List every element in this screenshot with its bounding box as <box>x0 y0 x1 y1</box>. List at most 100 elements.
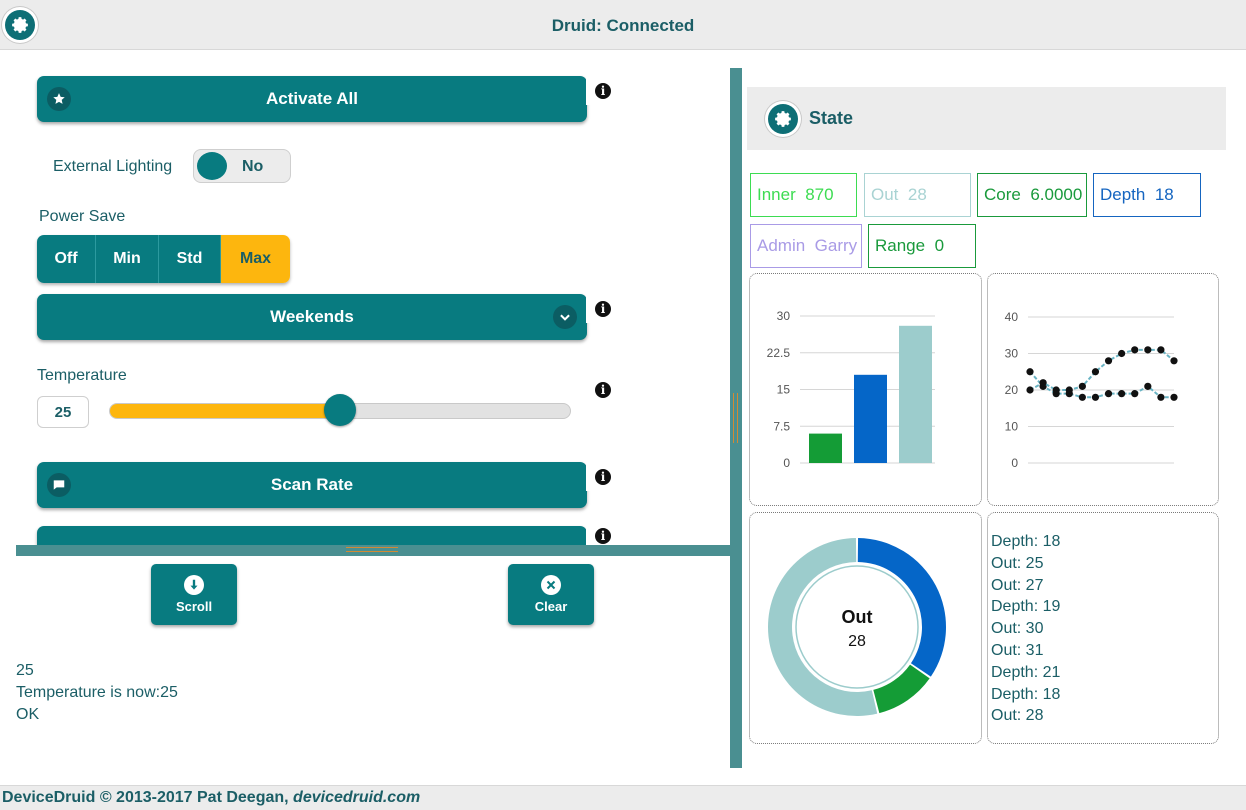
info-icon[interactable]: i <box>586 527 620 545</box>
line-chart: 0 10 20 30 40 <box>1005 310 1178 470</box>
top-bar: Druid: Connected <box>0 0 1246 50</box>
gear-icon <box>12 17 28 33</box>
page-title: Druid: Connected <box>551 16 695 35</box>
data-point <box>1104 357 1113 365</box>
tag-range: Range 0 <box>868 224 976 268</box>
tag-core: Core 6.0000 <box>977 173 1087 217</box>
data-point <box>1091 368 1100 376</box>
clipped-control-button[interactable] <box>37 526 587 545</box>
feed-line: Depth: 18 <box>991 533 1061 550</box>
star-icon <box>47 87 71 111</box>
power-save-std[interactable]: Std <box>159 235 221 283</box>
toggle-value: No <box>242 158 264 175</box>
external-lighting-toggle[interactable]: No <box>193 149 291 183</box>
bar <box>899 325 932 463</box>
donut-center-label: Out <box>842 607 873 627</box>
close-icon <box>541 575 561 595</box>
y-tick-label: 22.5 <box>767 346 791 360</box>
data-point <box>1052 386 1060 394</box>
splitter-grip <box>346 547 398 552</box>
info-icon[interactable]: i <box>586 77 620 105</box>
power-save-min[interactable]: Min <box>96 235 159 283</box>
feed-line: Depth: 21 <box>991 663 1061 681</box>
data-point <box>1131 390 1139 398</box>
data-point <box>1131 346 1139 354</box>
settings-button[interactable] <box>5 10 35 40</box>
info-icon[interactable]: i <box>586 463 620 491</box>
data-point <box>1104 390 1113 398</box>
scan-rate-button[interactable]: Scan Rate <box>37 462 587 508</box>
data-point <box>1170 393 1178 401</box>
info-icon[interactable]: i <box>586 295 620 323</box>
data-point <box>1078 393 1086 401</box>
data-point <box>1144 346 1152 354</box>
splitter-grip <box>733 393 738 443</box>
data-point <box>1170 357 1178 365</box>
bar-chart: 0 7.5 15 22.5 30 <box>767 309 935 470</box>
feed-line: Out: 27 <box>991 576 1044 594</box>
info-icon[interactable]: i <box>586 376 620 404</box>
feed-line: Depth: 19 <box>991 598 1061 616</box>
control-pane: Activate All i External Lighting No Powe… <box>0 51 730 785</box>
data-point <box>1026 368 1034 376</box>
y-tick-label: 20 <box>1005 383 1019 397</box>
chevron-down-icon <box>553 305 577 329</box>
y-tick-label: 10 <box>1005 420 1019 434</box>
schedule-select[interactable]: Weekends <box>37 294 587 340</box>
y-tick-label: 7.5 <box>773 419 790 433</box>
y-tick-label: 40 <box>1005 310 1019 324</box>
data-point <box>1118 390 1126 398</box>
log-line: Temperature is now:25 <box>16 684 178 701</box>
temperature-value[interactable]: 25 <box>37 396 89 428</box>
y-tick-label: 30 <box>777 309 791 323</box>
tag-inner: Inner 870 <box>750 173 857 217</box>
tag-admin: Admin Garry <box>750 224 862 268</box>
footer-link[interactable]: devicedruid.com <box>293 789 421 806</box>
footer: DeviceDruid © 2013-2017 Pat Deegan, devi… <box>0 785 1246 810</box>
donut-segment <box>873 664 930 714</box>
data-point <box>1118 349 1126 358</box>
donut-chart: Out 28 <box>767 538 946 716</box>
data-point <box>1039 379 1047 387</box>
series-line <box>1029 348 1175 391</box>
power-save-max[interactable]: Max <box>221 235 290 283</box>
feed-line: Out: 31 <box>991 641 1044 659</box>
clear-button[interactable]: Clear <box>508 564 594 625</box>
state-settings-button[interactable] <box>768 104 798 134</box>
data-point <box>1091 393 1100 401</box>
slider-handle[interactable] <box>324 394 356 426</box>
tag-depth: Depth 18 <box>1093 173 1201 217</box>
data-point <box>1026 386 1034 394</box>
external-lighting-label: External Lighting <box>53 158 173 175</box>
state-title: State <box>809 108 854 128</box>
gear-icon <box>775 111 791 127</box>
power-save-off[interactable]: Off <box>37 235 96 283</box>
feed-line: Out: 25 <box>991 554 1044 572</box>
line-chart-panel: 0 10 20 30 40 <box>987 273 1219 506</box>
value-feed-panel: Depth: 18 Out: 25 Out: 27 Depth: 19 Out: 30 O… <box>987 512 1219 744</box>
bar-chart-panel: 0 7.5 15 22.5 30 <box>749 273 982 506</box>
donut-center-value: 28 <box>848 633 866 650</box>
tag-out: Out 28 <box>864 173 971 217</box>
temperature-label: Temperature <box>37 367 127 384</box>
data-point <box>1144 382 1152 390</box>
chat-icon <box>47 473 71 497</box>
scroll-button[interactable]: Scroll <box>151 564 237 625</box>
data-point <box>1157 393 1165 401</box>
y-tick-label: 0 <box>783 456 790 470</box>
feed-line: Out: 30 <box>991 620 1044 638</box>
vertical-splitter[interactable] <box>730 68 742 768</box>
series-line <box>1029 371 1174 399</box>
inner-ring <box>795 565 919 689</box>
activate-all-button[interactable]: Activate All <box>37 76 587 122</box>
y-tick-label: 0 <box>1011 456 1018 470</box>
log-line: OK <box>16 706 40 723</box>
log-line: 25 <box>16 662 34 679</box>
y-tick-label: 30 <box>1005 347 1019 361</box>
feed-line: Depth: 18 <box>991 685 1061 703</box>
donut-segment <box>767 538 878 716</box>
horizontal-splitter[interactable] <box>16 545 730 556</box>
value-feed: Depth: 18 Out: 25 Out: 27 Depth: 19 Out: 30 O… <box>991 531 1060 727</box>
output-log: 25 Temperature is now:25 OK <box>16 660 178 726</box>
bar <box>809 433 842 463</box>
